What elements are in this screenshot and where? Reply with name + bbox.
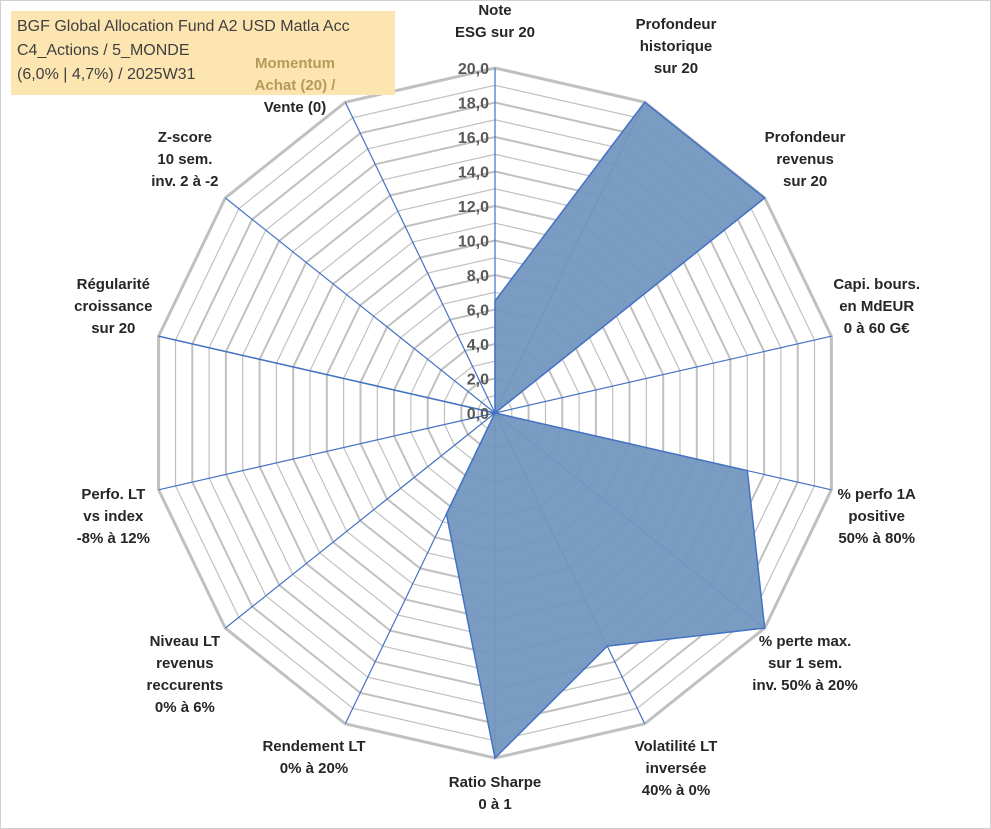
tick-label: 8,0	[467, 268, 489, 285]
axis-label-line: Profondeur	[635, 16, 717, 34]
axis-label-line: Rendement LT	[262, 737, 366, 755]
axis-label-line: Profondeur	[764, 129, 846, 147]
axis-label-line: 0 à 60 G€	[843, 319, 910, 337]
axis-label-line: Perfo. LT	[81, 486, 146, 504]
axis-spoke	[344, 101, 496, 414]
axis-label-line: revenus	[776, 151, 834, 169]
tick-label: 0,0	[467, 406, 489, 423]
axis-label-line: Niveau LT	[149, 632, 221, 650]
axis-label-line: Note	[478, 2, 512, 19]
axis-label-line: sur 20	[91, 319, 136, 337]
axis-label-6: Volatilité LT inversée 40% à 0%	[635, 736, 718, 802]
tick-label: 4,0	[467, 337, 489, 354]
tick-label: 20,0	[458, 61, 489, 78]
tick-label: 18,0	[458, 96, 489, 113]
axis-spoke	[224, 197, 496, 414]
tick-label: 10,0	[458, 234, 489, 251]
axis-label-10: Perfo. LT vs index -8% à 12%	[77, 484, 150, 550]
axis-label-line: inv. 2 à -2	[151, 173, 219, 191]
axis-label-line: vs index	[83, 508, 144, 526]
axis-label-line: Vente (0)	[263, 99, 327, 116]
axis-label-line: Volatilité LT	[634, 737, 718, 755]
axis-label-line: Achat (20) /	[254, 77, 336, 94]
axis-label-1: Profondeur historique sur 20	[636, 14, 717, 80]
axis-label-9: Niveau LT revenus reccurents 0% à 6%	[147, 631, 224, 719]
chart-title-line-3: (6,0% | 4,7%) / 2025W31	[17, 66, 196, 83]
chart-title-line-2: C4_Actions / 5_MONDE	[17, 42, 190, 59]
axis-label-line: croissance	[74, 297, 153, 315]
tick-label: 12,0	[458, 199, 489, 216]
axis-label-line: 50% à 80%	[838, 530, 916, 548]
tick-label: 2,0	[467, 372, 489, 389]
axis-label-line: sur 1 sem.	[767, 654, 843, 672]
axis-label-11: Régularité croissance sur 20	[74, 274, 152, 340]
axis-label-line: Momentum	[254, 55, 335, 72]
axis-label-2: Profondeur revenus sur 20	[765, 127, 846, 193]
axis-label-line: positive	[848, 508, 906, 526]
axis-label-12: Z-score 10 sem. inv. 2 à -2	[151, 127, 218, 193]
axis-label-line: 0 à 1	[478, 796, 512, 813]
axis-label-line: Régularité	[76, 275, 150, 293]
axis-label-13: Momentum Achat (20) / Vente (0)	[255, 53, 336, 119]
axis-spoke	[224, 412, 496, 629]
axis-label-line: historique	[639, 38, 713, 56]
chart-title-box: BGF Global Allocation Fund A2 USD Matla …	[11, 11, 395, 95]
axis-label-line: 10 sem.	[157, 151, 213, 169]
axis-label-line: sur 20	[653, 60, 699, 78]
axis-label-line: inv. 50% à 20%	[752, 676, 858, 694]
axis-label-line: % perfo 1A	[837, 486, 916, 504]
axis-label-line: Ratio Sharpe	[448, 774, 542, 791]
axis-label-3: Capi. bours. en MdEUR 0 à 60 G€	[833, 274, 920, 340]
axis-label-line: 0% à 20%	[279, 759, 349, 777]
axis-label-line: sur 20	[782, 173, 828, 191]
axis-label-8: Rendement LT 0% à 20%	[262, 736, 365, 780]
axis-label-5: % perte max. sur 1 sem. inv. 50% à 20%	[752, 631, 858, 697]
axis-label-line: Capi. bours.	[833, 275, 921, 293]
axis-spoke	[494, 335, 832, 414]
chart-title-line-1: BGF Global Allocation Fund A2 USD Matla …	[17, 18, 350, 35]
axis-label-line: 40% à 0%	[641, 781, 711, 799]
axis-label-line: -8% à 12%	[76, 530, 150, 548]
axis-label-0: Note ESG sur 20	[455, 0, 535, 44]
axis-spoke	[158, 412, 496, 491]
axis-label-line: en MdEUR	[839, 297, 915, 315]
tick-label: 16,0	[458, 130, 489, 147]
axis-label-line: inversée	[645, 759, 707, 777]
axis-label-line: Z-score	[157, 129, 212, 147]
axis-label-4: % perfo 1A positive 50% à 80%	[838, 484, 916, 550]
series-layer	[158, 101, 766, 760]
axis-label-line: ESG sur 20	[454, 24, 536, 41]
axis-label-7: Ratio Sharpe 0 à 1	[449, 772, 542, 816]
axis-label-line: % perte max.	[758, 632, 852, 650]
tick-layer: 0,0 2,0 4,0 6,0 8,0 10,0 12,0 14,0 16,0 18,0 20,0	[458, 61, 489, 423]
tick-label: 14,0	[458, 165, 489, 182]
axis-label-line: revenus	[156, 654, 214, 672]
axis-label-line: 0% à 6%	[154, 698, 215, 716]
axis-label-line: reccurents	[146, 676, 224, 694]
tick-label: 6,0	[467, 303, 489, 320]
